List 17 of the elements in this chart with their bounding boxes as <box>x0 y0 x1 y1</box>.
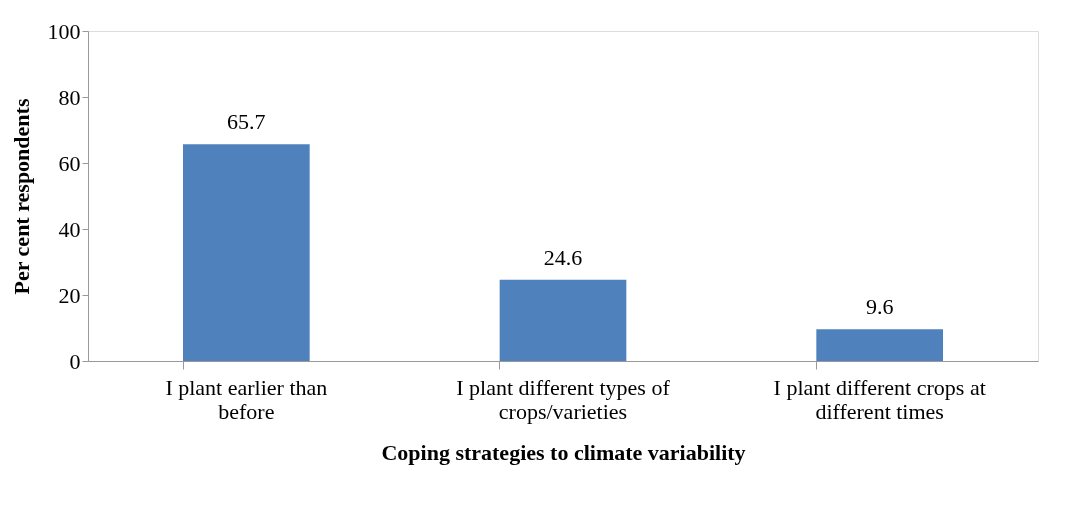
y-axis-title: Per cent respondents <box>8 98 34 295</box>
y-tick-label: 60 <box>58 150 81 176</box>
bar <box>183 144 310 361</box>
y-tick-label: 100 <box>47 18 81 44</box>
bar <box>816 329 943 361</box>
data-label: 9.6 <box>865 294 894 320</box>
data-label: 65.7 <box>227 109 266 135</box>
y-tick-label: 0 <box>69 348 81 374</box>
y-tick-label: 40 <box>58 216 81 242</box>
bar <box>499 279 627 361</box>
x-tick-label: I plant different types of crops/varieties <box>456 374 671 424</box>
data-label: 24.6 <box>543 244 583 270</box>
y-tick-label: 80 <box>58 84 81 110</box>
y-tick-label: 20 <box>58 282 81 308</box>
x-tick-label: I plant different crops at different times <box>773 374 986 424</box>
x-axis-title: Coping strategies to climate variability <box>381 439 746 465</box>
x-tick-label: I plant earlier than before <box>165 374 328 424</box>
